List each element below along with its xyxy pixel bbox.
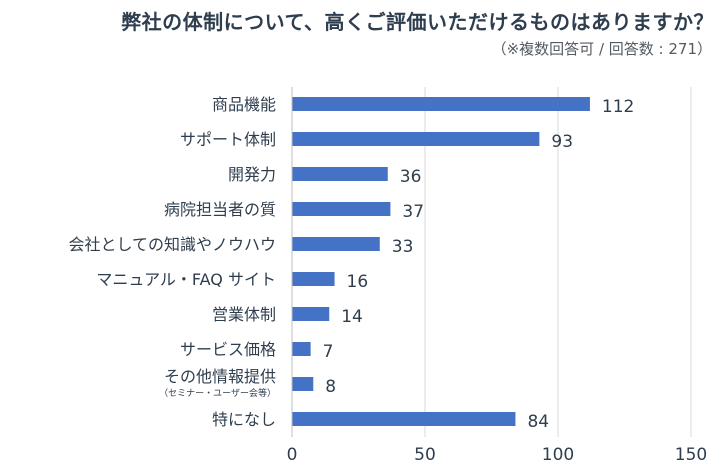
category-label: 病院担当者の質 xyxy=(164,200,276,219)
bar xyxy=(292,342,311,356)
category-label: 商品機能 xyxy=(212,95,276,114)
chart-subtitle: （※複数回答可 / 回答数 : 271） xyxy=(491,40,712,58)
category-label: サポート体制 xyxy=(180,130,276,149)
category-label: 開発力 xyxy=(228,165,276,184)
bar xyxy=(292,167,388,181)
data-label: 7 xyxy=(323,342,334,362)
bar xyxy=(292,377,314,391)
category-label: 特になし xyxy=(212,410,276,429)
data-label: 37 xyxy=(402,202,424,222)
bar xyxy=(292,237,380,251)
bar xyxy=(292,97,590,111)
data-label: 84 xyxy=(527,412,549,432)
data-label: 14 xyxy=(341,307,363,327)
bar xyxy=(292,202,391,216)
bar xyxy=(292,272,335,286)
bar xyxy=(292,132,540,146)
x-tick-label: 150 xyxy=(675,445,707,465)
category-label: 会社としての知識やノウハウ xyxy=(68,235,276,254)
category-label: その他情報提供 xyxy=(164,367,276,386)
data-label: 33 xyxy=(392,237,414,257)
category-label: 営業体制 xyxy=(212,305,276,324)
chart-title: 弊社の体制について、高くご評価いただけるものはありますか？ xyxy=(121,10,714,34)
data-label: 93 xyxy=(551,132,573,152)
bar xyxy=(292,412,516,426)
x-tick-label: 50 xyxy=(414,445,436,465)
x-tick-label: 0 xyxy=(287,445,298,465)
category-label: サービス価格 xyxy=(180,340,276,359)
bar xyxy=(292,307,330,321)
data-label: 112 xyxy=(602,97,634,117)
data-label: 16 xyxy=(347,272,369,292)
category-label: マニュアル・FAQ サイト xyxy=(96,270,276,289)
data-label: 8 xyxy=(325,377,336,397)
data-label: 36 xyxy=(400,167,422,187)
category-note: （セミナー・ユーザー会等） xyxy=(159,387,276,399)
x-tick-label: 100 xyxy=(542,445,574,465)
